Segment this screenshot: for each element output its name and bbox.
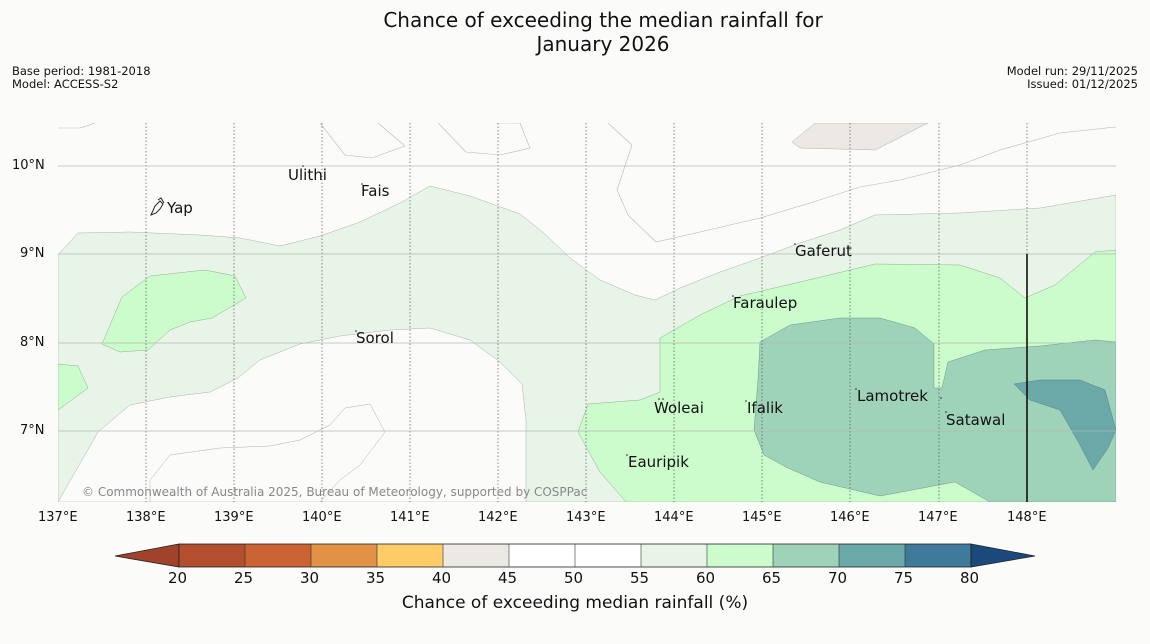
meta-right: Model run: 29/11/2025 Issued: 01/12/2025: [1007, 65, 1138, 91]
lat-tick-10n: 10°N: [12, 158, 45, 173]
latitude-gridlines: [58, 165, 1116, 432]
colorbar-band-40-45: [443, 544, 509, 567]
colorbar-label-30: 30: [300, 569, 320, 587]
place-label-fais: Fais: [361, 182, 390, 200]
place-label-satawal: Satawal: [946, 411, 1006, 429]
colorbar-band-30-35: [311, 544, 377, 567]
longitude-gridlines: [145, 123, 1028, 502]
place-label-sorol: Sorol: [356, 329, 394, 347]
place-label-yap: Yap: [167, 199, 193, 217]
lon-tick-140e: 140°E: [302, 510, 342, 525]
island-dots: [302, 165, 947, 456]
colorbar-band-65-70: [773, 544, 839, 567]
region-45-55-islet: [149, 403, 386, 502]
model-text: Model: ACCESS-S2: [12, 77, 119, 91]
colorbar-label-60: 60: [696, 569, 716, 587]
place-label-faraulep: Faraulep: [733, 294, 798, 312]
place-label-woleai: Woleai: [654, 399, 704, 417]
colorbar-band-20-25: [179, 544, 245, 567]
colorbar-label-50: 50: [564, 569, 584, 587]
colorbar-band-45-50: [509, 544, 575, 567]
region-40-45-north: [791, 123, 929, 151]
lon-tick-145e: 145°E: [742, 510, 782, 525]
base-period-text: Base period: 1981-2018: [12, 64, 151, 78]
issued-text: Issued: 01/12/2025: [1027, 77, 1138, 91]
colorbar-label-80: 80: [960, 569, 980, 587]
lon-tick-147e: 147°E: [918, 510, 958, 525]
colorbar-dividers: [244, 544, 906, 567]
map-title-line2: January 2026: [536, 32, 670, 56]
lat-tick-9n: 9°N: [20, 246, 45, 261]
copyright-notice: © Commonwealth of Australia 2025, Bureau…: [82, 485, 588, 499]
lon-tick-141e: 141°E: [390, 510, 430, 525]
colorbar-low-extend: [114, 543, 180, 568]
lat-tick-8n: 8°N: [20, 335, 45, 350]
meta-left: Base period: 1981-2018 Model: ACCESS-S2: [12, 65, 151, 91]
lon-tick-142e: 142°E: [478, 510, 518, 525]
region-65-70: [753, 317, 1116, 502]
colorbar-high-extend: [970, 543, 1036, 568]
colorbar-label-45: 45: [498, 569, 518, 587]
colorbar-band-35-40: [377, 544, 443, 567]
place-label-eauripik: Eauripik: [628, 453, 689, 471]
region-70-75: [1013, 379, 1116, 471]
colorbar-label-75: 75: [894, 569, 914, 587]
lon-tick-139e: 139°E: [214, 510, 254, 525]
colorbar-band-50-55: [575, 544, 641, 567]
map-title-line1: Chance of exceeding the median rainfall …: [383, 8, 823, 32]
lon-tick-137e: 137°E: [38, 510, 78, 525]
place-label-ifalik: Ifalik: [747, 399, 783, 417]
place-label-gaferut: Gaferut: [795, 242, 852, 260]
place-label-ulithi: Ulithi: [288, 166, 327, 184]
place-label-lamotrek: Lamotrek: [857, 387, 928, 405]
colorbar-band-55-60: [641, 544, 707, 567]
lon-tick-143e: 143°E: [566, 510, 606, 525]
colorbar-label-40: 40: [432, 569, 452, 587]
colorbar: [114, 543, 1036, 568]
colorbar-label-35: 35: [366, 569, 386, 587]
model-run-text: Model run: 29/11/2025: [1006, 64, 1138, 78]
region-60-65-left-edge: [58, 363, 89, 411]
colorbar-label-65: 65: [762, 569, 782, 587]
colorbar-label-55: 55: [630, 569, 650, 587]
colorbar-label-70: 70: [828, 569, 848, 587]
lon-tick-138e: 138°E: [126, 510, 166, 525]
colorbar-band-60-65: [707, 544, 773, 567]
colorbar-title: Chance of exceeding median rainfall (%): [401, 593, 749, 613]
colorbar-band-25-30: [245, 544, 311, 567]
colorbar-label-20: 20: [168, 569, 188, 587]
lon-tick-144e: 144°E: [654, 510, 694, 525]
contour-north: [58, 123, 1116, 243]
lon-tick-146e: 146°E: [830, 510, 870, 525]
colorbar-band-70-75: [839, 544, 905, 567]
yap-island-shape: [150, 197, 165, 216]
colorbar-label-25: 25: [234, 569, 254, 587]
region-60-65-west: [101, 269, 247, 353]
map-title: Chance of exceeding the median rainfall …: [0, 8, 1150, 56]
colorbar-band-75-80: [905, 544, 971, 567]
lat-tick-7n: 7°N: [20, 423, 45, 438]
lon-tick-148e: 148°E: [1007, 510, 1047, 525]
